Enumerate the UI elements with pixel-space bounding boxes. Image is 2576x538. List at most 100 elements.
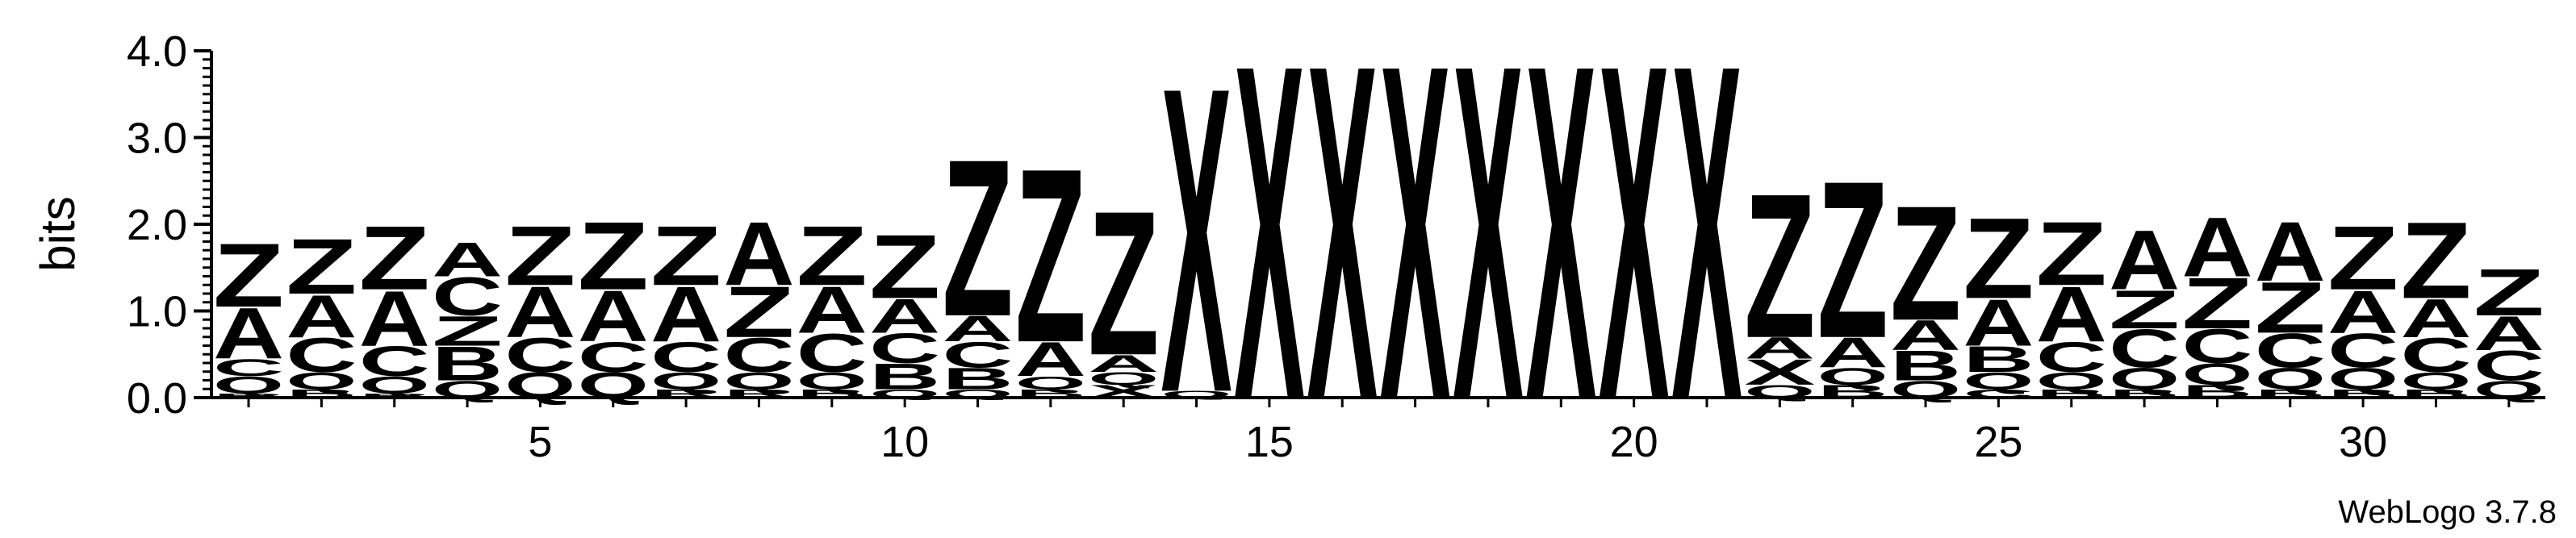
logo-letter-A: A xyxy=(2036,271,2107,359)
logo-letter-A: A xyxy=(286,282,357,350)
logo-letter-Z: Z xyxy=(1890,173,1961,355)
logo-letter-A: A xyxy=(213,293,284,374)
logo-letter-A: A xyxy=(578,276,649,357)
logo-letter-C: C xyxy=(359,338,430,386)
logo-letter-Z: Z xyxy=(797,208,868,303)
logo-stack-position-15: X xyxy=(1234,0,1306,500)
logo-letter-C: C xyxy=(942,335,1013,375)
logo-letter-Z: Z xyxy=(2109,279,2180,340)
logo-letter-Z: Z xyxy=(943,113,1014,363)
logo-letter-Z: Z xyxy=(2474,255,2545,329)
x-tick-label: 25 xyxy=(1974,418,2022,466)
logo-letter-A: A xyxy=(1744,332,1815,365)
x-tick-label: 5 xyxy=(528,418,552,466)
logo-letter-C: C xyxy=(2255,324,2326,378)
logo-stack-position-14: QX xyxy=(1161,0,1233,484)
x-tick-label: 10 xyxy=(880,418,929,466)
logo-letter-Z: Z xyxy=(2181,263,2252,344)
logo-stack-position-17: X xyxy=(1380,0,1452,500)
logo-letter-X: X xyxy=(1525,0,1597,500)
logo-letter-Z: Z xyxy=(2401,199,2472,321)
logo-letter-Z: Z xyxy=(286,223,357,311)
logo-letter-B: B xyxy=(1963,340,2034,380)
logo-letter-Z: Z xyxy=(650,208,721,303)
logo-letter-R: R xyxy=(213,392,284,398)
logo-letter-C: C xyxy=(2109,318,2180,378)
logo-letter-A: A xyxy=(2109,213,2180,307)
logo-letter-B: B xyxy=(432,337,503,391)
logo-letter-A: A xyxy=(359,275,430,363)
logo-letter-X: X xyxy=(1744,352,1815,392)
logo-letter-Q: Q xyxy=(2181,357,2252,391)
logo-letter-R: R xyxy=(359,392,430,398)
y-tick-label: 0.0 xyxy=(127,374,187,423)
logo-letter-Z: Z xyxy=(432,307,503,355)
logo-letter-A: A xyxy=(869,290,940,344)
logo-stacks: RQCAZBQCAZRQCAZQBZCAQCAZQCAZRQCAZRQCZABQ… xyxy=(213,0,2545,500)
logo-letter-Z: Z xyxy=(1817,135,1888,385)
logo-letter-X: X xyxy=(1307,0,1378,500)
logo-stack-position-19: X xyxy=(1525,0,1597,500)
logo-letter-Q: Q xyxy=(797,367,868,394)
logo-letter-C: C xyxy=(797,323,868,383)
y-tick-label: 3.0 xyxy=(127,115,187,163)
logo-letter-Q: Q xyxy=(2109,361,2180,395)
logo-letter-B: B xyxy=(1890,342,1961,390)
logo-letter-Z: Z xyxy=(869,216,940,317)
logo-letter-C: C xyxy=(869,324,940,372)
logo-letter-Z: Z xyxy=(1744,150,1815,381)
logo-letter-Q: Q xyxy=(650,367,721,394)
logo-letter-A: A xyxy=(2474,307,2545,361)
logo-stack-position-20: X xyxy=(1599,0,1671,500)
logo-letter-A: A xyxy=(797,273,868,348)
x-tick-label: 30 xyxy=(2339,418,2387,466)
logo-letter-C: C xyxy=(2181,319,2252,373)
logo-letter-Z: Z xyxy=(1088,168,1159,398)
logo-letter-Z: Z xyxy=(2036,203,2107,304)
logo-letter-C: C xyxy=(432,266,503,327)
logo-letter-X: X xyxy=(1599,0,1671,500)
logo-letter-A: A xyxy=(1088,350,1159,377)
logo-letter-Z: Z xyxy=(723,272,794,352)
logo-letter-Z: Z xyxy=(359,208,430,309)
logo-letter-A: A xyxy=(432,233,503,287)
logo-letter-Q: Q xyxy=(2036,367,2107,394)
logo-letter-C: C xyxy=(213,354,284,381)
logo-letter-C: C xyxy=(286,328,357,382)
logo-letter-C: C xyxy=(504,328,575,382)
logo-letter-Z: Z xyxy=(213,225,284,326)
logo-letter-X: X xyxy=(1453,0,1524,500)
logo-letter-Z: Z xyxy=(1015,116,1086,394)
logo-letter-C: C xyxy=(723,328,794,382)
logo-letter-Q: Q xyxy=(723,367,794,394)
logo-letter-Q: Q xyxy=(1817,363,1888,390)
logo-letter-C: C xyxy=(578,333,649,381)
logo-letter-C: C xyxy=(650,333,721,381)
logo-letter-X: X xyxy=(1161,0,1233,484)
logo-letter-Q: Q xyxy=(2401,367,2472,394)
logo-letter-Q: Q xyxy=(359,371,430,398)
y-tick-label: 2.0 xyxy=(127,201,187,249)
logo-letter-C: C xyxy=(2400,328,2471,382)
logo-letter-A: A xyxy=(2400,288,2471,348)
logo-letter-Z: Z xyxy=(578,202,649,311)
logo-letter-Z: Z xyxy=(504,208,575,303)
y-axis-label: bits xyxy=(31,196,85,271)
